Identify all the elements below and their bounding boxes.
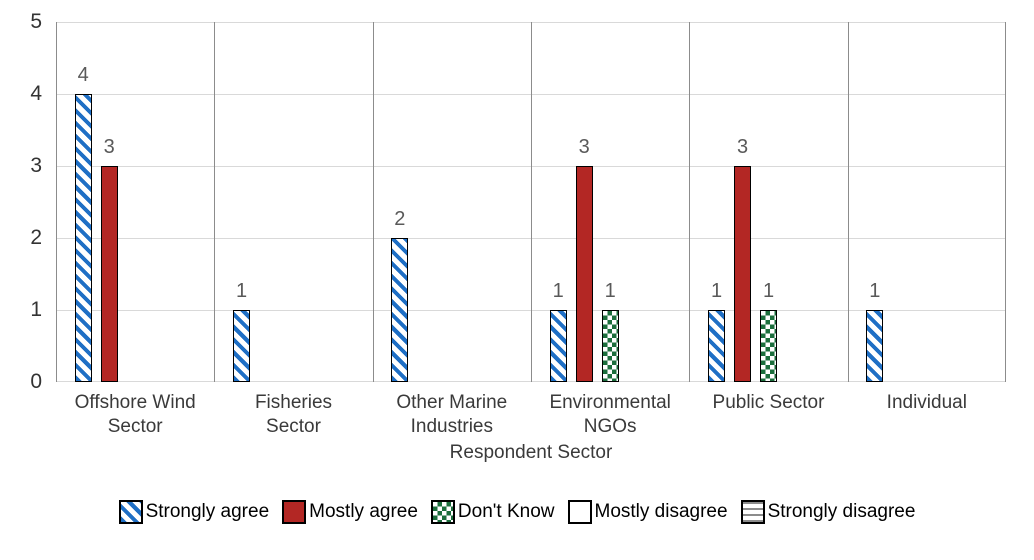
bar-mostly-agree <box>100 166 118 382</box>
legend-swatch-plain-icon <box>567 500 592 524</box>
bar-value-label: 3 <box>736 136 749 158</box>
gridline-vertical <box>848 22 849 382</box>
y-tick-label: 2 <box>30 226 42 249</box>
legend-swatch-solid-icon <box>282 500 307 524</box>
x-category-label: Public Sector <box>712 392 825 413</box>
y-tick-label: 1 <box>30 298 42 321</box>
bar-mostly-agree <box>734 166 751 382</box>
bar-strongly-agree <box>549 310 567 382</box>
y-tick-label: 5 <box>30 10 42 33</box>
legend: Strongly agree Mostly agree Don't Know Most… <box>0 500 1034 524</box>
bar-don-t-know <box>760 310 777 382</box>
gridline-vertical <box>373 22 374 382</box>
gridline-vertical <box>1005 22 1006 382</box>
gridline-vertical <box>531 22 532 382</box>
gridline-vertical <box>689 22 690 382</box>
bar-value-label: 1 <box>762 280 775 302</box>
y-axis: 0 1 2 3 4 5 <box>0 10 42 393</box>
gridline-vertical <box>56 22 57 382</box>
plot-area: 4 1 2 1 1 1 3 3 3 1 1 <box>56 22 1006 382</box>
legend-label: Strongly disagree <box>767 501 916 522</box>
bar-strongly-agree <box>233 310 250 382</box>
legend-item: Don't Know <box>430 500 555 524</box>
legend-swatch-checker-icon <box>430 500 455 524</box>
bar-value-label: 1 <box>710 280 723 302</box>
bar-value-label: 2 <box>394 208 406 230</box>
y-tick-label: 3 <box>30 154 42 177</box>
y-tick-label: 4 <box>30 82 42 105</box>
gridline-vertical <box>214 22 215 382</box>
legend-item: Mostly disagree <box>567 500 728 524</box>
x-category-label: Other Marine Industries <box>396 392 508 437</box>
bar-strongly-agree <box>866 310 884 382</box>
bar-value-label: 3 <box>578 136 590 158</box>
bar-mostly-agree <box>575 166 593 382</box>
legend-item: Strongly disagree <box>740 500 916 524</box>
legend-label: Strongly agree <box>145 501 270 522</box>
bar-value-label: 1 <box>604 280 616 302</box>
bar-strongly-agree <box>74 94 92 382</box>
legend-item: Strongly agree <box>118 500 270 524</box>
bar-strongly-agree <box>391 238 409 382</box>
legend-swatch-horiz-lines-icon <box>740 500 765 524</box>
x-category-label: Individual <box>886 392 967 413</box>
x-category-label: Environmental NGOs <box>549 392 671 437</box>
legend-item: Mostly agree <box>282 500 418 524</box>
y-tick-label: 0 <box>30 370 42 393</box>
bar-value-label: 4 <box>77 64 89 86</box>
x-axis-title: Respondent Sector <box>449 442 613 463</box>
bar-value-label: 1 <box>869 280 881 302</box>
legend-label: Mostly disagree <box>594 501 728 522</box>
bar-don-t-know <box>601 310 619 382</box>
legend-swatch-diag-hatch-icon <box>118 500 143 524</box>
bar-value-label: 1 <box>235 280 248 302</box>
bar-value-label: 1 <box>552 280 564 302</box>
bar-strongly-agree <box>708 310 725 382</box>
legend-label: Don't Know <box>457 501 555 522</box>
legend-label: Mostly agree <box>309 501 418 522</box>
x-axis-category-labels: Offshore Wind Sector Fisheries Sector Other … <box>56 391 1006 441</box>
x-category-label: Fisheries Sector <box>254 392 333 437</box>
bar-value-label: 3 <box>103 136 115 158</box>
x-category-label: Offshore Wind Sector <box>74 392 196 437</box>
